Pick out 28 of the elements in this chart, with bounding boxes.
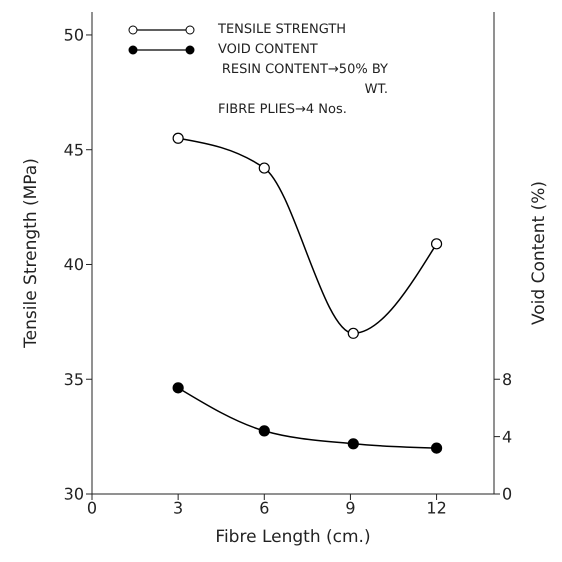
x-tick-label: 12 — [426, 498, 447, 518]
point — [172, 132, 184, 144]
y-tick-label: 50 — [64, 26, 84, 45]
y-tick-label: 40 — [64, 255, 84, 274]
y2-tick-label: 0 — [502, 484, 512, 504]
y-axis-title: Tensile Strength (MPa) — [21, 158, 42, 349]
annotation: RESIN CONTENT→50% BY WT. — [220, 61, 388, 99]
y2-axis-title: Void Content (%) — [529, 180, 550, 326]
legend-label: VOID CONTENT — [218, 41, 318, 59]
x-axis-title: Fibre Length (cm.) — [215, 527, 371, 547]
point — [172, 382, 184, 394]
y-tick-label: 45 — [64, 140, 84, 160]
x-tick-label: 6 — [259, 498, 270, 518]
point — [258, 425, 270, 436]
y-tick-label: 30 — [64, 484, 84, 504]
x-tick-label: 3 — [173, 498, 184, 518]
y-tick-label: 35 — [64, 370, 84, 389]
point — [258, 162, 270, 174]
point — [348, 438, 359, 450]
annotation: FIBRE PLIES→4 Nos. — [218, 101, 348, 119]
x-tick-label: 9 — [345, 498, 356, 518]
point — [430, 442, 442, 454]
y2-tick-label: 4 — [502, 427, 512, 446]
legend-label: TENSILE STRENGTH — [218, 21, 346, 39]
x-tick-label: 0 — [86, 498, 98, 518]
point — [348, 328, 359, 339]
point — [430, 238, 442, 250]
y2-tick-label: 8 — [502, 370, 512, 389]
